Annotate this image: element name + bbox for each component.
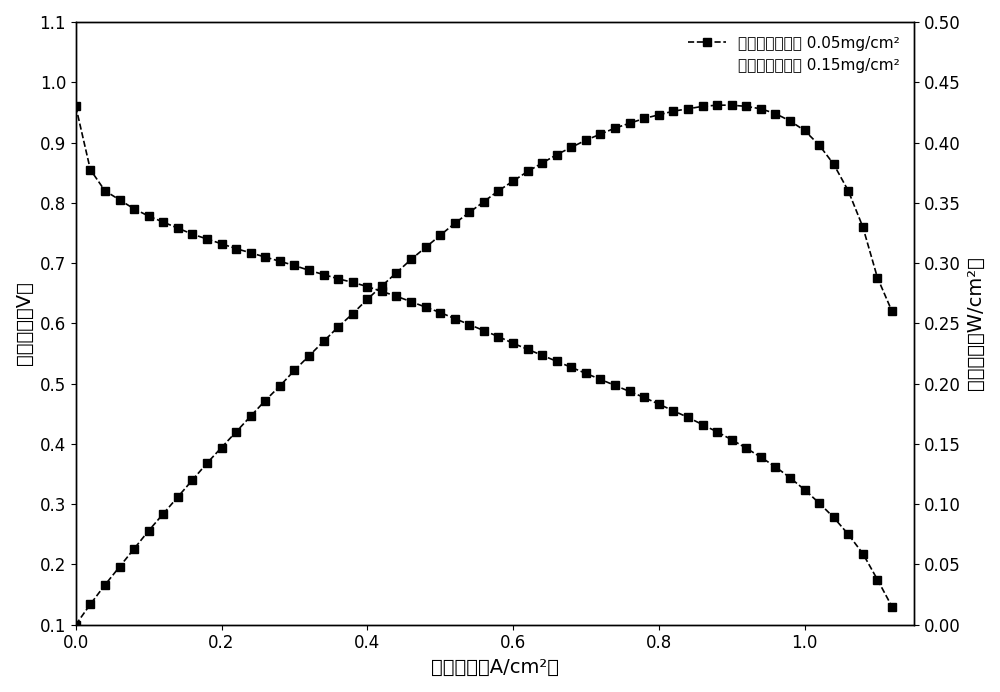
Legend: 基底钓颗粒载量 0.05mg/cm², 沉积钓纳米载量 0.15mg/cm²: 基底钓颗粒载量 0.05mg/cm², 沉积钓纳米载量 0.15mg/cm² [682, 30, 906, 80]
Y-axis label: 功率密度（W/cm²）: 功率密度（W/cm²） [966, 257, 985, 390]
Y-axis label: 电池电压（V）: 电池电压（V） [15, 282, 34, 365]
X-axis label: 电流密度（A/cm²）: 电流密度（A/cm²） [431, 658, 559, 677]
